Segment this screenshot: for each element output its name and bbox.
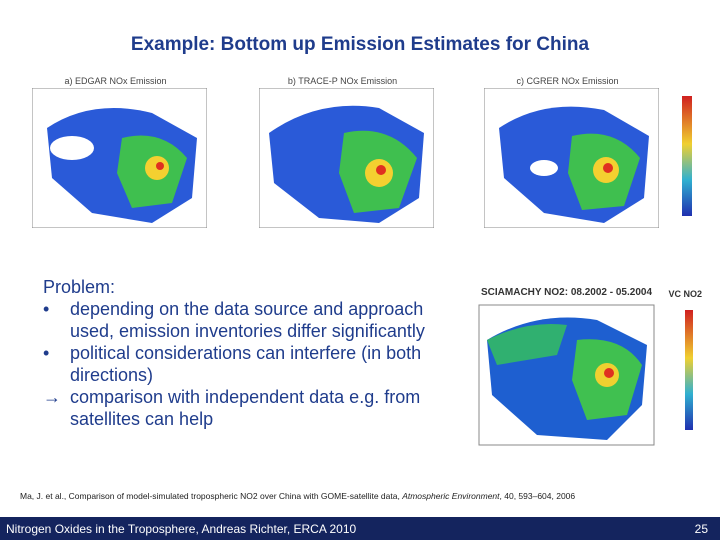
- map-name: CGRER NOx Emission: [526, 76, 619, 86]
- item-marker: →: [43, 387, 61, 407]
- problem-item: • depending on the data source and approa…: [43, 298, 443, 342]
- page-number: 25: [694, 522, 708, 536]
- footer-text: Nitrogen Oxides in the Troposphere, Andr…: [6, 522, 357, 536]
- item-text: comparison with independent data e.g. fr…: [70, 387, 421, 429]
- citation-journal: Atmospheric Environment: [402, 491, 500, 501]
- map-title: b) TRACE-P NOx Emission: [245, 76, 440, 86]
- map-image: [484, 88, 659, 228]
- map-name: EDGAR NOx Emission: [75, 76, 167, 86]
- map-label: b): [287, 76, 296, 86]
- problem-item: • political considerations can interfere …: [43, 342, 443, 386]
- legend-title: VC NO2: [668, 289, 702, 299]
- color-bar: [682, 96, 692, 216]
- problem-item: → comparison with independent data e.g. f…: [43, 386, 443, 430]
- map-label: a): [64, 76, 73, 86]
- item-marker: •: [43, 299, 50, 319]
- problem-heading: Problem:: [43, 277, 116, 297]
- map-panel: c) CGRER NOx Emission: [470, 76, 692, 241]
- problem-list: • depending on the data source and approa…: [43, 298, 443, 430]
- item-marker: •: [43, 343, 50, 363]
- satellite-panel: SCIAMACHY NO2: 08.2002 - 05.2004 VC NO2: [457, 285, 702, 460]
- item-text: depending on the data source and approac…: [70, 299, 425, 341]
- map-panel: a) EDGAR NOx Emission: [18, 76, 213, 241]
- item-text: political considerations can interfere (…: [70, 343, 422, 385]
- satellite-image: [478, 304, 693, 446]
- map-label: c): [516, 76, 524, 86]
- slide-title: Example: Bottom up Emission Estimates fo…: [130, 34, 590, 55]
- citation: Ma, J. et al., Comparison of model-simul…: [20, 491, 575, 501]
- problem-block: Problem: • depending on the data source a…: [43, 276, 443, 430]
- citation-details: , 40, 593–604, 2006: [499, 491, 576, 501]
- map-image: [259, 88, 434, 228]
- map-title: a) EDGAR NOx Emission: [18, 76, 213, 86]
- citation-text: Ma, J. et al., Comparison of model-simul…: [20, 491, 403, 501]
- satellite-title: SCIAMACHY NO2: 08.2002 - 05.2004: [481, 287, 653, 298]
- footer: Nitrogen Oxides in the Troposphere, Andr…: [0, 517, 720, 540]
- map-panel: b) TRACE-P NOx Emission: [245, 76, 440, 241]
- map-name: TRACE-P NOx Emission: [298, 76, 398, 86]
- map-image: [32, 88, 207, 228]
- map-title: c) CGRER NOx Emission: [470, 76, 665, 86]
